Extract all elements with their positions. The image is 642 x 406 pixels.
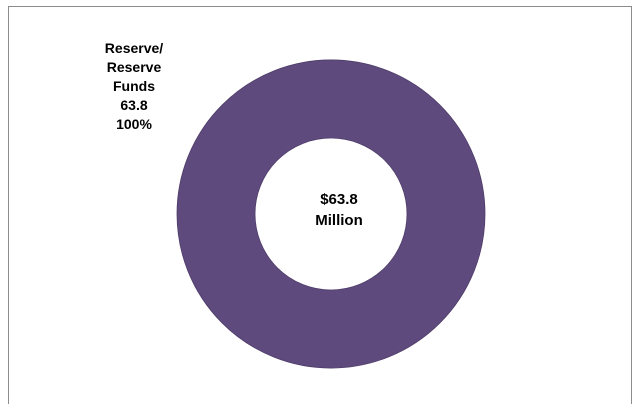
slice-label-line-3: Funds [113, 78, 155, 94]
slice-label-line-1: Reserve/ [104, 40, 164, 56]
slice-value-label: 63.8 [120, 97, 148, 113]
donut-slice-0 [176, 59, 486, 369]
slice-label-line-2: Reserve [106, 59, 162, 75]
slice-percent-label: 100% [116, 116, 152, 132]
chart-area: Reserve/ Reserve Funds 63.8 100% $63.8 M… [8, 6, 632, 404]
center-total-value: $63.8 [320, 191, 358, 208]
slice-data-label: Reserve/ Reserve Funds 63.8 100% [79, 39, 189, 134]
donut-chart [176, 59, 486, 369]
center-total-unit: Million [315, 212, 363, 229]
donut-center-label: $63.8 Million [284, 189, 394, 231]
